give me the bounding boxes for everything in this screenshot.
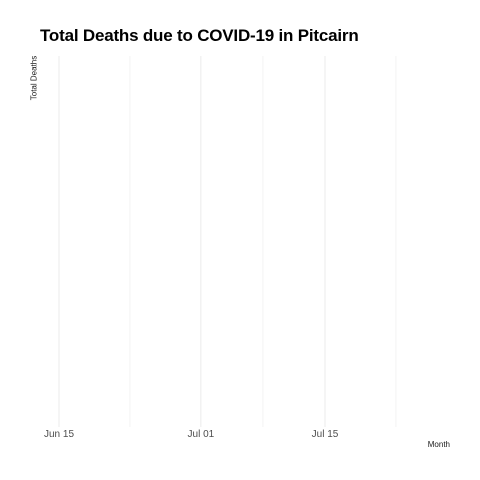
x-tick-labels: Jun 15 Jul 01 Jul 15 bbox=[44, 429, 339, 440]
chart-title: Total Deaths due to COVID-19 in Pitcairn bbox=[40, 26, 359, 45]
x-axis-label: Month bbox=[427, 440, 450, 449]
grid-layer bbox=[58, 56, 397, 427]
x-tick-label: Jul 15 bbox=[312, 429, 339, 440]
x-tick-label: Jul 01 bbox=[188, 429, 215, 440]
x-tick-label: Jun 15 bbox=[44, 429, 74, 440]
